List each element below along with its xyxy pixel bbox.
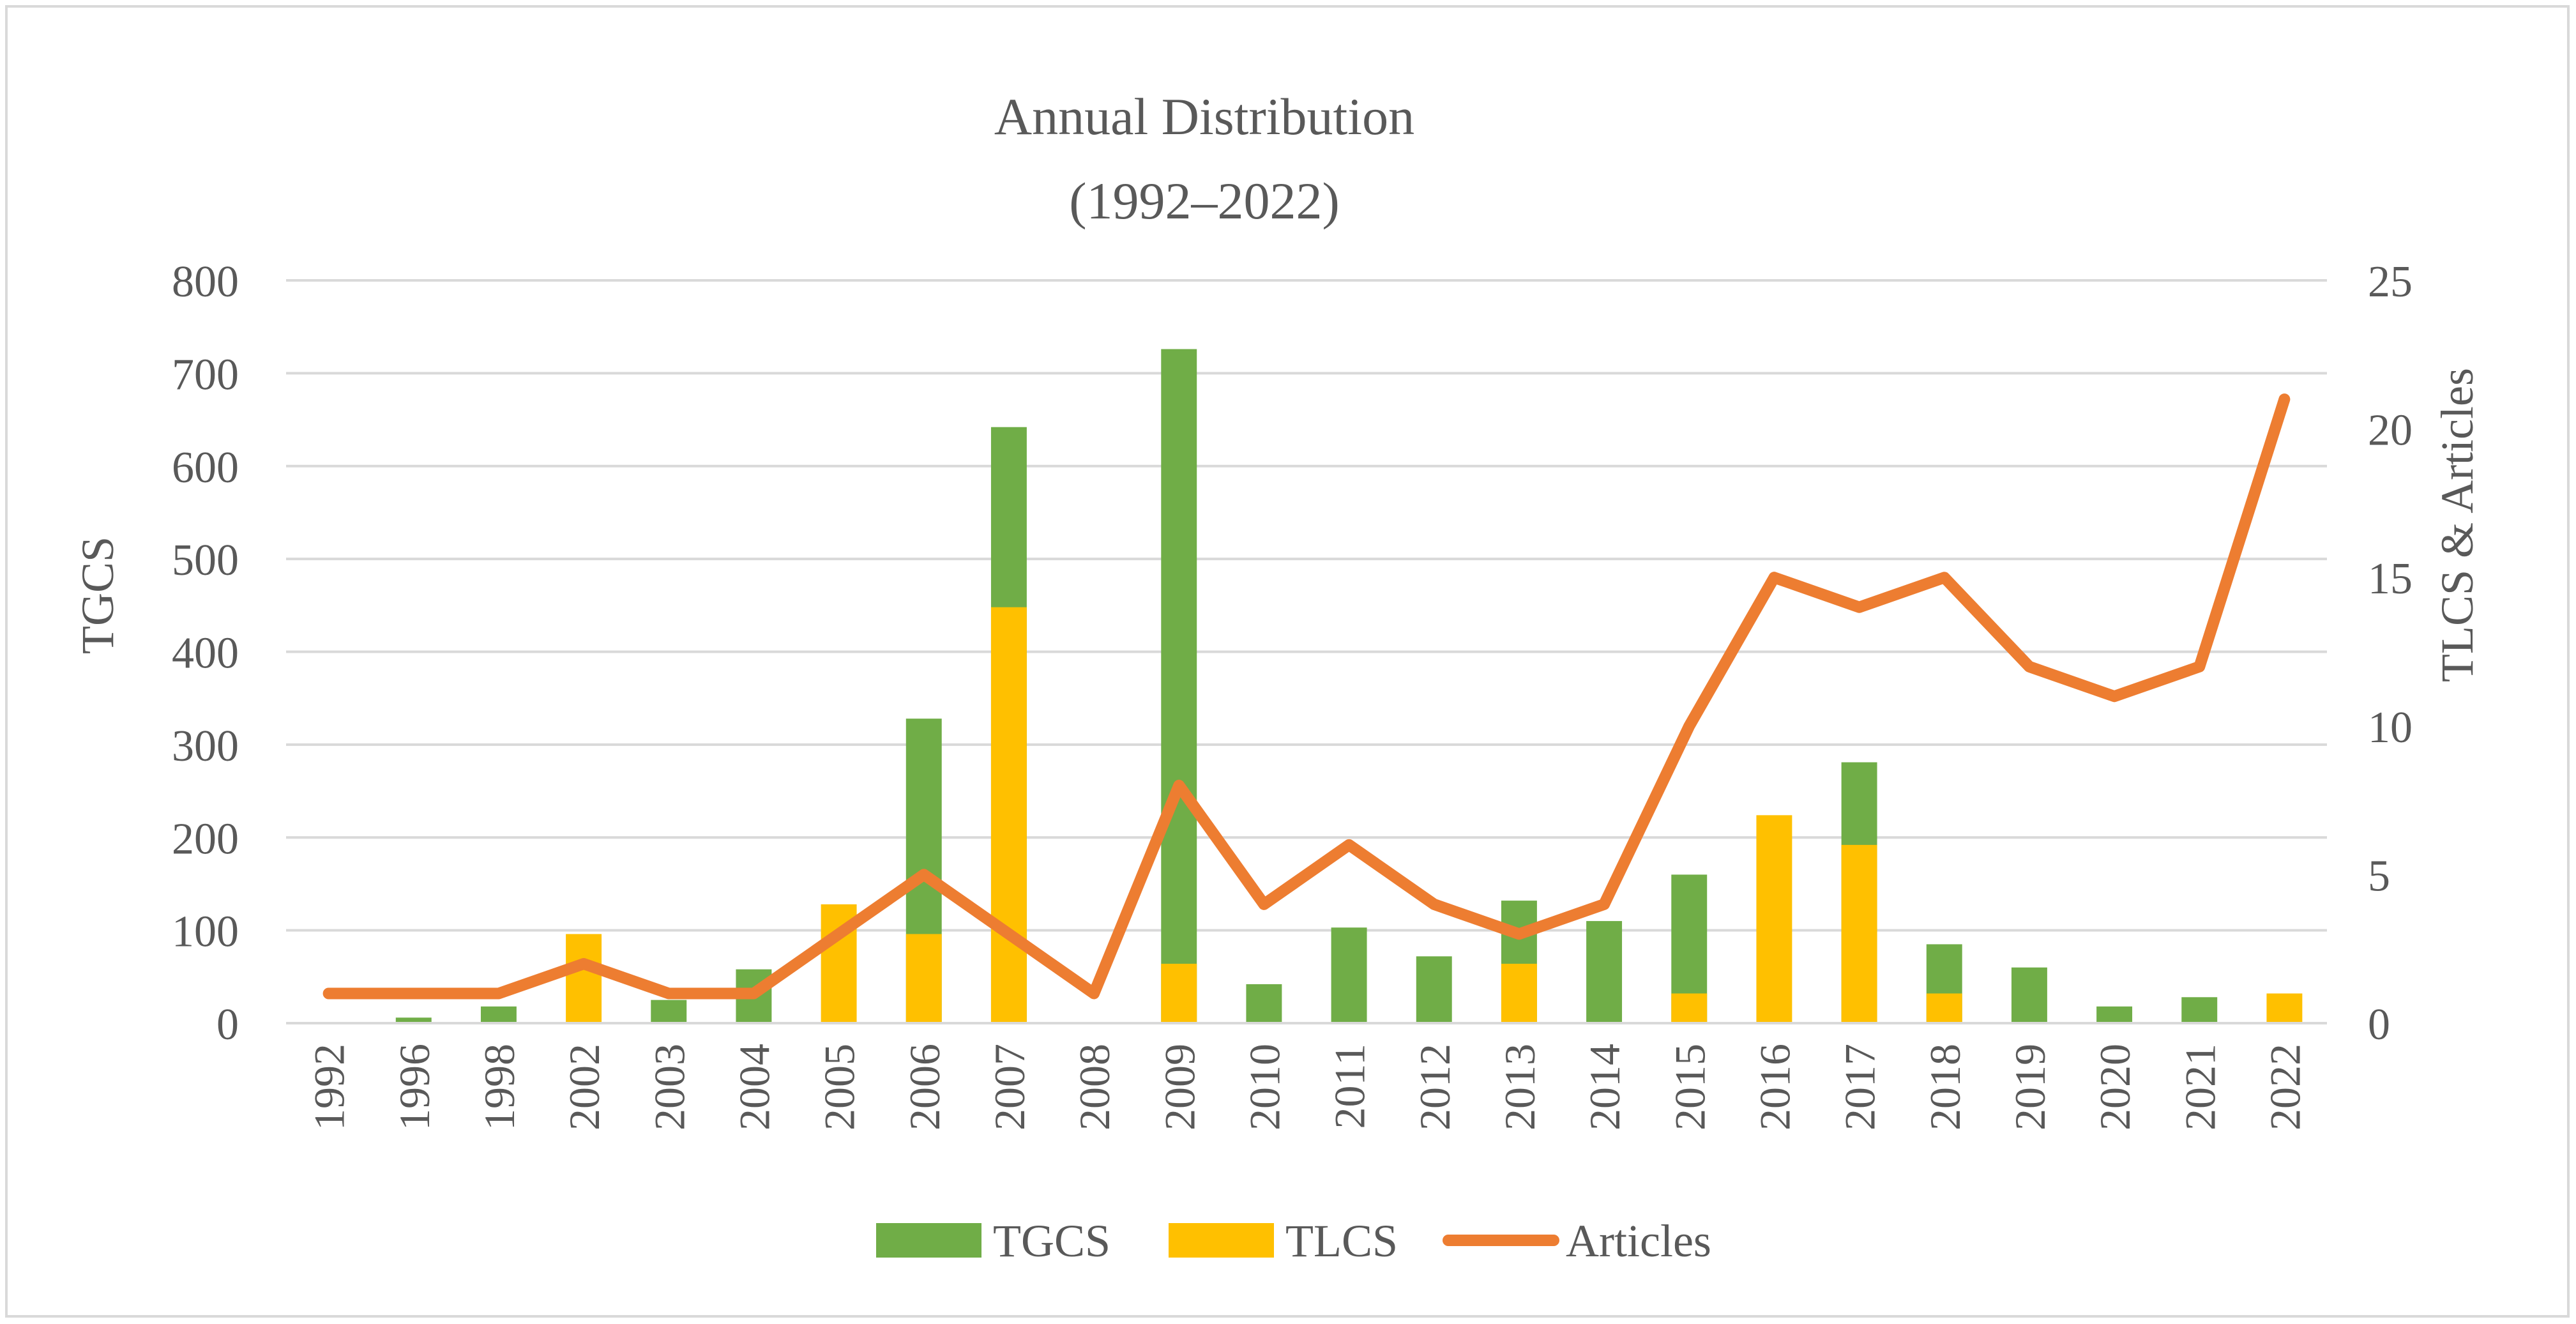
- right-tick-label: 5: [2368, 851, 2390, 901]
- left-tick-label: 100: [172, 908, 239, 957]
- x-tick-label: 2005: [815, 1044, 864, 1130]
- left-tick-label: 800: [172, 257, 239, 307]
- tlcs-bar: [1671, 993, 1708, 1023]
- x-tick-label: 2009: [1155, 1044, 1204, 1130]
- left-tick-label: 600: [172, 443, 239, 492]
- chart-frame: Annual Distribution (1992–2022) 0 100 200 3…: [5, 5, 2570, 1318]
- left-axis-title: TGCS: [72, 536, 123, 654]
- x-tick-label: 1998: [475, 1044, 524, 1130]
- x-tick-label: 2022: [2261, 1044, 2309, 1130]
- x-tick-label: 2004: [730, 1044, 778, 1130]
- tlcs-bar: [1926, 993, 1962, 1023]
- left-tick-label: 200: [172, 814, 239, 864]
- x-tick-label: 2017: [1836, 1044, 1884, 1130]
- left-tick-label: 500: [172, 536, 239, 585]
- tlcs-bar: [2266, 993, 2303, 1023]
- right-tick-label: 10: [2368, 703, 2413, 752]
- tlcs-bar: [905, 934, 942, 1023]
- gridlines: [286, 279, 2327, 1024]
- legend-swatch-tlcs: [1169, 1223, 1274, 1258]
- x-tick-label: 1996: [390, 1044, 439, 1130]
- tgcs-bar: [651, 1000, 687, 1023]
- legend: TGCS TLCS Articles: [876, 1215, 1711, 1267]
- tgcs-bar: [2181, 997, 2218, 1023]
- tgcs-bar: [1586, 921, 1623, 1023]
- tlcs-bar: [1756, 815, 1792, 1023]
- tgcs-bar: [395, 1017, 432, 1023]
- x-tick-label: 2015: [1665, 1044, 1714, 1130]
- x-tick-label: 2006: [900, 1044, 949, 1130]
- right-tick-label: 25: [2368, 257, 2413, 307]
- tlcs-bar: [1161, 963, 1197, 1023]
- tgcs-bar: [1331, 927, 1367, 1023]
- legend-label-articles: Articles: [1566, 1215, 1711, 1267]
- tgcs-bar: [1416, 956, 1452, 1023]
- x-tick-label: 2012: [1411, 1044, 1459, 1130]
- tlcs-bar: [1841, 844, 1877, 1023]
- articles-line: [322, 393, 2291, 1000]
- x-tick-label: 2007: [985, 1044, 1034, 1130]
- x-tick-label: 2021: [2176, 1044, 2224, 1130]
- tgcs-bar: [2096, 1006, 2133, 1023]
- x-tick-label: 2003: [645, 1044, 693, 1130]
- right-tick-label: 20: [2368, 406, 2413, 455]
- legend-label-tgcs: TGCS: [993, 1215, 1110, 1267]
- axes: 0 100 200 300 400 500 600 700 800 0 5 10 15 20 25 1992 1…: [172, 257, 2413, 1130]
- tlcs-bar: [1501, 963, 1537, 1023]
- x-tick-label: 2002: [560, 1044, 609, 1130]
- x-tick-label: 2020: [2091, 1044, 2139, 1130]
- tlcs-bar: [990, 607, 1027, 1023]
- legend-swatch-tgcs: [876, 1223, 981, 1258]
- right-axis-title: TLCS & Articles: [2432, 368, 2483, 682]
- tgcs-bar: [480, 1006, 517, 1023]
- right-tick-label: 15: [2368, 554, 2413, 604]
- bars: [395, 349, 2303, 1023]
- right-tick-label: 0: [2368, 1000, 2390, 1049]
- legend-label-tlcs: TLCS: [1285, 1215, 1398, 1267]
- x-tick-label: 2013: [1496, 1044, 1544, 1130]
- left-tick-label: 700: [172, 350, 239, 399]
- tgcs-bar: [2011, 967, 2047, 1023]
- tgcs-bar: [1161, 349, 1197, 1023]
- x-tick-label: 2016: [1750, 1044, 1799, 1130]
- tlcs-bar: [566, 934, 602, 1023]
- articles-line-layer: [322, 393, 2291, 1000]
- left-tick-label: 0: [216, 1000, 239, 1049]
- chart-title: Annual Distribution: [994, 88, 1414, 146]
- chart-subtitle: (1992–2022): [1069, 172, 1340, 230]
- left-tick-label: 300: [172, 722, 239, 771]
- x-tick-label: 2018: [1921, 1044, 1969, 1130]
- x-tick-label: 2019: [2006, 1044, 2054, 1130]
- tgcs-bar: [1246, 984, 1282, 1023]
- chart-svg: Annual Distribution (1992–2022) 01002003…: [72, 88, 2483, 1267]
- x-tick-label: 2008: [1070, 1044, 1119, 1130]
- x-tick-label: 2011: [1326, 1044, 1374, 1129]
- left-tick-label: 400: [172, 629, 239, 678]
- x-tick-label: 2014: [1580, 1044, 1629, 1130]
- x-tick-label: 1992: [305, 1044, 354, 1130]
- x-tick-label: 2010: [1240, 1044, 1289, 1130]
